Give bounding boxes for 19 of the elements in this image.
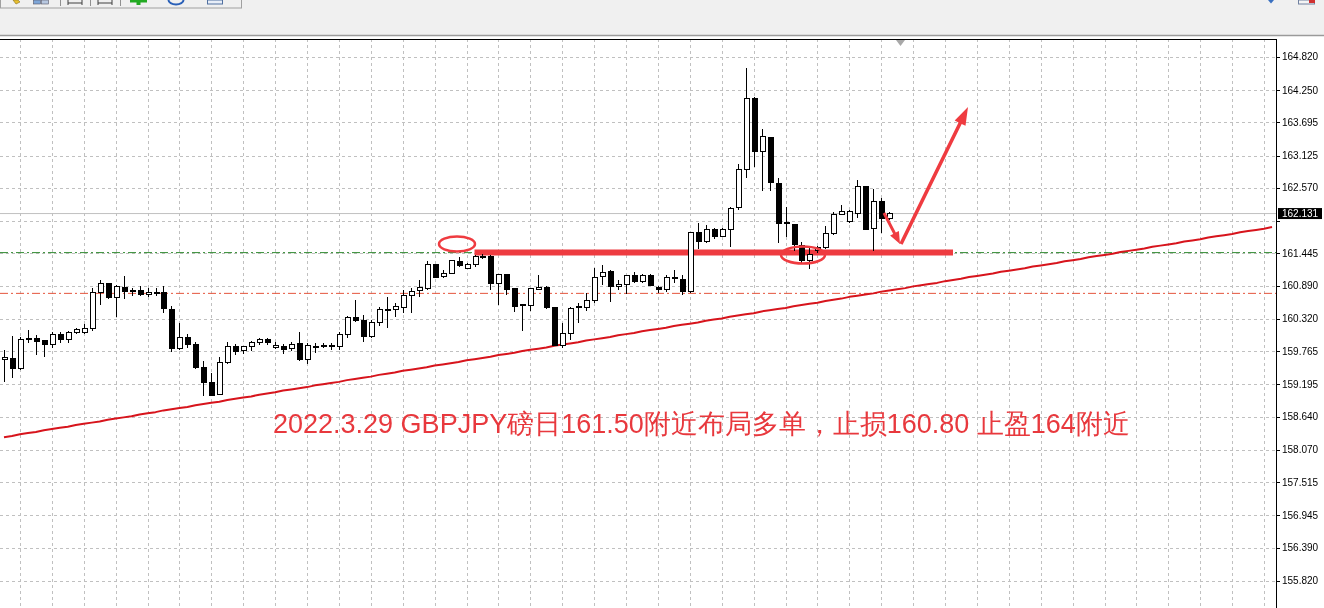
y-tick-label: 157.515 [1282, 476, 1319, 488]
ref-line-label: 162.131 [1282, 208, 1319, 220]
annotation: 2022.3.29 GBPJPY磅日161.50附近布局多单，止损160.80 止盈164附近 [273, 409, 1130, 439]
y-tick-label: 164.250 [1282, 84, 1319, 96]
y-tick-label: 163.695 [1282, 116, 1319, 128]
y-tick-label: 161.445 [1282, 247, 1319, 259]
y-tick-label: 158.640 [1282, 411, 1319, 423]
y-tick-label: 162.570 [1282, 182, 1319, 194]
y-tick-label: 164.820 [1282, 51, 1319, 63]
y-tick-label: 163.125 [1282, 150, 1319, 162]
y-tick-label: 160.890 [1282, 280, 1319, 292]
line-series [2, 226, 1274, 439]
y-tick-label: 159.195 [1282, 378, 1319, 390]
y-tick-label: 158.070 [1282, 444, 1319, 456]
y-tick-label: 160.320 [1282, 313, 1319, 325]
y-tick-label: 155.820 [1282, 575, 1319, 587]
y-tick-label: 159.765 [1282, 345, 1319, 357]
y-tick-label: 156.945 [1282, 509, 1319, 521]
y-tick-label: 156.390 [1282, 542, 1319, 554]
